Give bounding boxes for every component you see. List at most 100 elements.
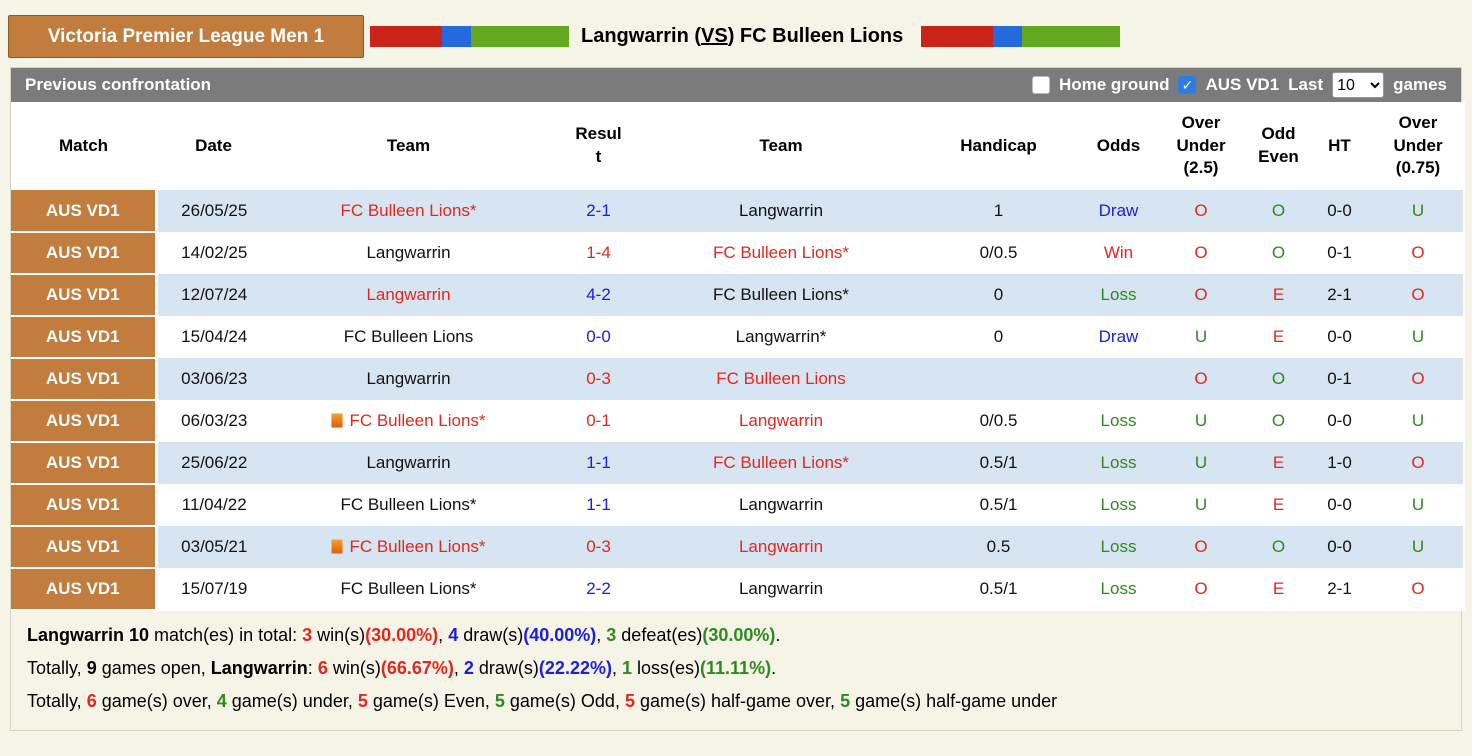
summary-text: 4: [448, 625, 459, 645]
over-under-25-cell: U: [1194, 411, 1208, 430]
team2-cell[interactable]: FC Bulleen Lions*: [712, 453, 850, 472]
over-under-075-cell: O: [1411, 369, 1425, 388]
over-under-25-cell: U: [1194, 495, 1208, 514]
league-color-bar-right: [921, 26, 1121, 47]
odd-even-cell: E: [1272, 495, 1285, 514]
league-cell: AUS VD1: [11, 190, 158, 233]
odds-cell: Win: [1103, 243, 1134, 262]
games-label: games: [1393, 75, 1447, 94]
summary-text: Totally,: [27, 658, 87, 678]
summary-text: match(es) in total:: [149, 625, 303, 645]
summary-text: (30.00%): [365, 625, 439, 645]
over-under-25-cell: O: [1194, 579, 1208, 598]
games-count-select[interactable]: 10: [1332, 72, 1385, 98]
date-cell: 14/02/25: [181, 243, 248, 262]
table-row: AUS VD1 25/06/22 Langwarrin 1-1 FC Bulleen L…: [11, 442, 1463, 485]
odd-even-cell: E: [1272, 453, 1285, 472]
home-ground-checkbox[interactable]: [1031, 76, 1050, 94]
summary-text: (40.00%): [523, 625, 597, 645]
team2-cell[interactable]: FC Bulleen Lions*: [712, 243, 850, 262]
odds-cell: [1086, 358, 1151, 400]
summary-text: 6: [317, 658, 328, 678]
team-flag-icon: [331, 539, 344, 554]
result-cell: 1-1: [586, 495, 611, 514]
summary-text: 5: [357, 691, 368, 711]
team1-cell[interactable]: Langwarrin: [366, 369, 451, 388]
summary-text: Langwarrin 10: [27, 625, 150, 645]
section-title: Previous confrontation: [25, 75, 212, 94]
summary-text: (22.22%): [538, 658, 612, 678]
odds-cell: Loss: [1100, 453, 1137, 472]
bar-segment-blue: [993, 26, 1023, 47]
team1-cell[interactable]: Langwarrin: [366, 453, 451, 472]
summary-text: game(s) under,: [226, 691, 358, 711]
result-cell: 0-1: [586, 411, 611, 430]
team1-cell[interactable]: FC Bulleen Lions*: [340, 201, 477, 220]
over-under-075-cell: O: [1411, 579, 1425, 598]
odd-even-cell: O: [1271, 369, 1286, 388]
team1-cell[interactable]: Langwarrin: [366, 285, 451, 304]
bar-segment-red: [370, 26, 442, 47]
last-label: Last: [1288, 75, 1324, 94]
table-row: AUS VD1 14/02/25 Langwarrin 1-4 FC Bulleen L…: [11, 232, 1463, 275]
bar-segment-green: [471, 26, 569, 47]
team2-cell[interactable]: FC Bulleen Lions: [716, 369, 846, 388]
result-cell: 2-1: [586, 201, 611, 220]
summary-text: 4: [216, 691, 227, 711]
league-cell: AUS VD1: [11, 358, 158, 401]
team2-cell[interactable]: Langwarrin*: [735, 327, 827, 346]
result-cell: 1-4: [586, 243, 611, 262]
date-cell: 25/06/22: [181, 453, 248, 472]
team1-cell[interactable]: FC Bulleen Lions*: [340, 495, 477, 514]
team1-cell[interactable]: FC Bulleen Lions*: [340, 579, 477, 598]
team2-cell[interactable]: Langwarrin: [738, 411, 824, 430]
summary-text: 5: [840, 691, 851, 711]
odd-even-cell: E: [1272, 579, 1285, 598]
team1-cell[interactable]: FC Bulleen Lions*: [271, 526, 546, 568]
column-header-2: Date: [156, 102, 271, 190]
team2-cell[interactable]: Langwarrin: [738, 201, 824, 220]
summary-text: ,: [611, 658, 622, 678]
h2h-widget: Previous confrontation Home ground AUS V…: [10, 67, 1465, 731]
ht-cell: 2-1: [1327, 285, 1352, 304]
team1-cell[interactable]: Langwarrin: [366, 243, 451, 262]
odds-cell: Loss: [1100, 411, 1137, 430]
over-under-25-cell: O: [1194, 201, 1208, 220]
handicap-cell: 0.5/1: [979, 453, 1018, 472]
team2-cell[interactable]: Langwarrin: [738, 579, 824, 598]
summary-text: 6: [86, 691, 97, 711]
column-header-7: Odds: [1086, 102, 1151, 190]
team2-cell[interactable]: Langwarrin: [738, 495, 824, 514]
table-row: AUS VD1 15/07/19 FC Bulleen Lions* 2-2 Langw…: [11, 568, 1463, 611]
summary-text: defeat(es): [616, 625, 703, 645]
date-cell: 15/07/19: [181, 579, 248, 598]
summary-text: 9: [86, 658, 97, 678]
summary-text: Langwarrin: [210, 658, 308, 678]
handicap-cell: 0: [993, 285, 1004, 304]
result-cell: 1-1: [586, 453, 611, 472]
summary-text: (11.11%): [700, 658, 772, 678]
team2-cell[interactable]: Langwarrin: [738, 537, 824, 556]
summary-line-1: Langwarrin 10 match(es) in total: 3 win(…: [27, 619, 1445, 652]
odds-cell: Loss: [1100, 537, 1137, 556]
handicap-cell: 1: [993, 201, 1004, 220]
summary-text: game(s) half-game over,: [634, 691, 841, 711]
handicap-cell: 0/0.5: [979, 411, 1018, 430]
league-filter-checkbox[interactable]: [1178, 76, 1197, 94]
date-cell: 15/04/24: [181, 327, 248, 346]
h2h-table: Match Date Team Resul t Team Handicap Odds Over…: [11, 102, 1465, 611]
date-cell: 06/03/23: [181, 411, 248, 430]
over-under-25-cell: O: [1194, 537, 1208, 556]
over-under-075-cell: O: [1411, 453, 1425, 472]
over-under-25-cell: O: [1194, 369, 1208, 388]
summary-text: draw(s): [473, 658, 539, 678]
summary-text: (66.67%): [380, 658, 454, 678]
league-color-bar-left: [370, 26, 569, 47]
team1-cell[interactable]: FC Bulleen Lions*: [271, 400, 546, 442]
odds-cell: Loss: [1100, 495, 1137, 514]
handicap-cell: 0.5/1: [979, 495, 1018, 514]
team2-cell[interactable]: FC Bulleen Lions*: [712, 285, 850, 304]
team1-cell[interactable]: FC Bulleen Lions: [343, 327, 474, 346]
summary-text: game(s) Odd,: [504, 691, 625, 711]
column-header-5: Team: [651, 102, 911, 190]
